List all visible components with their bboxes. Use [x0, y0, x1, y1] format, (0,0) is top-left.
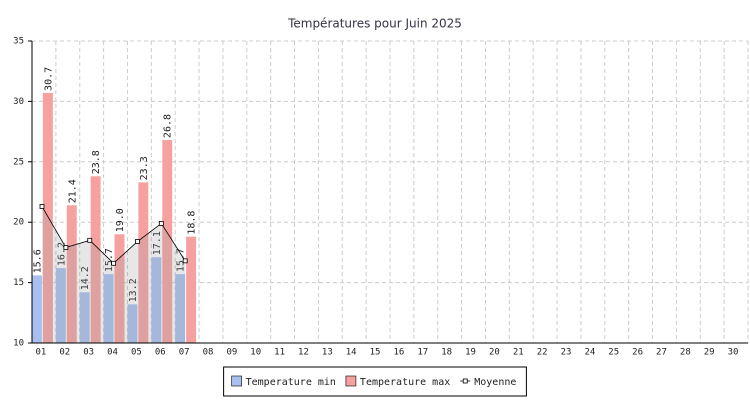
bar: [55, 268, 66, 343]
bar: [66, 205, 77, 343]
y-tick-label: 15: [13, 278, 24, 288]
x-tick-label: 25: [608, 348, 619, 358]
average-marker: [63, 245, 69, 250]
legend-swatch: [345, 375, 357, 387]
x-tick-label: 10: [250, 348, 261, 358]
bar: [175, 274, 186, 343]
x-tick-label: 11: [274, 348, 285, 358]
data-label: 26.8: [163, 114, 174, 138]
x-tick-label: 16: [394, 348, 405, 358]
legend-swatch: [231, 375, 242, 387]
x-tick-label: 20: [489, 348, 500, 358]
x-tick-label: 15: [370, 348, 381, 358]
data-label: 21.4: [67, 179, 78, 203]
bar: [90, 176, 101, 343]
legend-box: [223, 366, 527, 397]
data-label: 15.7: [104, 248, 115, 272]
data-label: 16.2: [56, 242, 67, 266]
bar: [151, 257, 162, 343]
bar: [186, 236, 197, 343]
data-label: 18.8: [187, 211, 198, 235]
average-marker: [87, 237, 93, 243]
average-marker: [158, 221, 164, 226]
x-tick-label: 30: [728, 348, 739, 358]
x-tick-label: 24: [584, 348, 595, 358]
bar: [79, 292, 90, 343]
y-tick-label: 30: [13, 97, 24, 107]
x-tick-label: 21: [513, 348, 524, 358]
average-marker: [182, 258, 188, 264]
x-tick-label: 18: [441, 348, 452, 358]
bar: [32, 275, 42, 343]
data-label: 14.2: [80, 266, 91, 290]
x-tick-label: 01: [36, 348, 47, 358]
average-marker: [111, 260, 116, 266]
x-tick-label: 09: [226, 348, 237, 358]
data-label: 15.7: [176, 248, 187, 272]
data-label: 17.1: [152, 231, 163, 255]
y-tick-label: 20: [13, 218, 24, 228]
x-tick-label: 29: [704, 348, 715, 358]
x-tick-label: 04: [107, 348, 118, 358]
x-tick-label: 07: [179, 348, 190, 358]
legend-label: Temperature max: [360, 377, 450, 388]
x-tick-label: 27: [656, 348, 667, 358]
legend-marker: [462, 378, 468, 384]
x-tick-label: 13: [322, 348, 333, 358]
y-tick-label: 10: [13, 339, 24, 349]
data-label: 23.3: [139, 156, 150, 180]
x-tick-label: 08: [203, 348, 214, 358]
data-label: 23.8: [91, 150, 102, 174]
chart-title: Températures pour Juin 2025: [287, 17, 462, 31]
x-tick-label: 28: [680, 348, 691, 358]
bar: [162, 140, 173, 343]
data-label: 19.0: [115, 208, 126, 232]
y-tick-label: 35: [13, 37, 24, 47]
bar: [127, 304, 138, 343]
bar: [42, 92, 53, 343]
y-tick-label: 25: [13, 157, 24, 167]
data-label: 15.6: [32, 249, 43, 273]
x-tick-label: 03: [83, 348, 94, 358]
x-tick-label: 22: [537, 348, 548, 358]
bar: [103, 274, 114, 343]
x-tick-label: 02: [59, 348, 70, 358]
average-marker: [39, 204, 45, 209]
legend-label: Moyenne: [474, 377, 516, 388]
average-marker: [135, 239, 140, 244]
x-tick-label: 17: [417, 348, 428, 358]
x-tick-label: 12: [298, 348, 309, 358]
bar: [114, 234, 125, 343]
average-area: [42, 206, 186, 343]
x-tick-label: 06: [155, 348, 166, 358]
x-tick-label: 26: [632, 348, 643, 358]
x-tick-label: 23: [561, 348, 572, 358]
legend: Temperature min Temperature max Moyenne: [223, 366, 527, 397]
data-label: 13.2: [128, 278, 139, 302]
x-tick-label: 14: [346, 348, 357, 358]
x-tick-label: 19: [465, 348, 476, 358]
legend-label: Temperature min: [246, 377, 336, 388]
data-label: 30.7: [43, 67, 54, 91]
bar: [138, 182, 149, 343]
x-tick-label: 05: [131, 348, 142, 358]
